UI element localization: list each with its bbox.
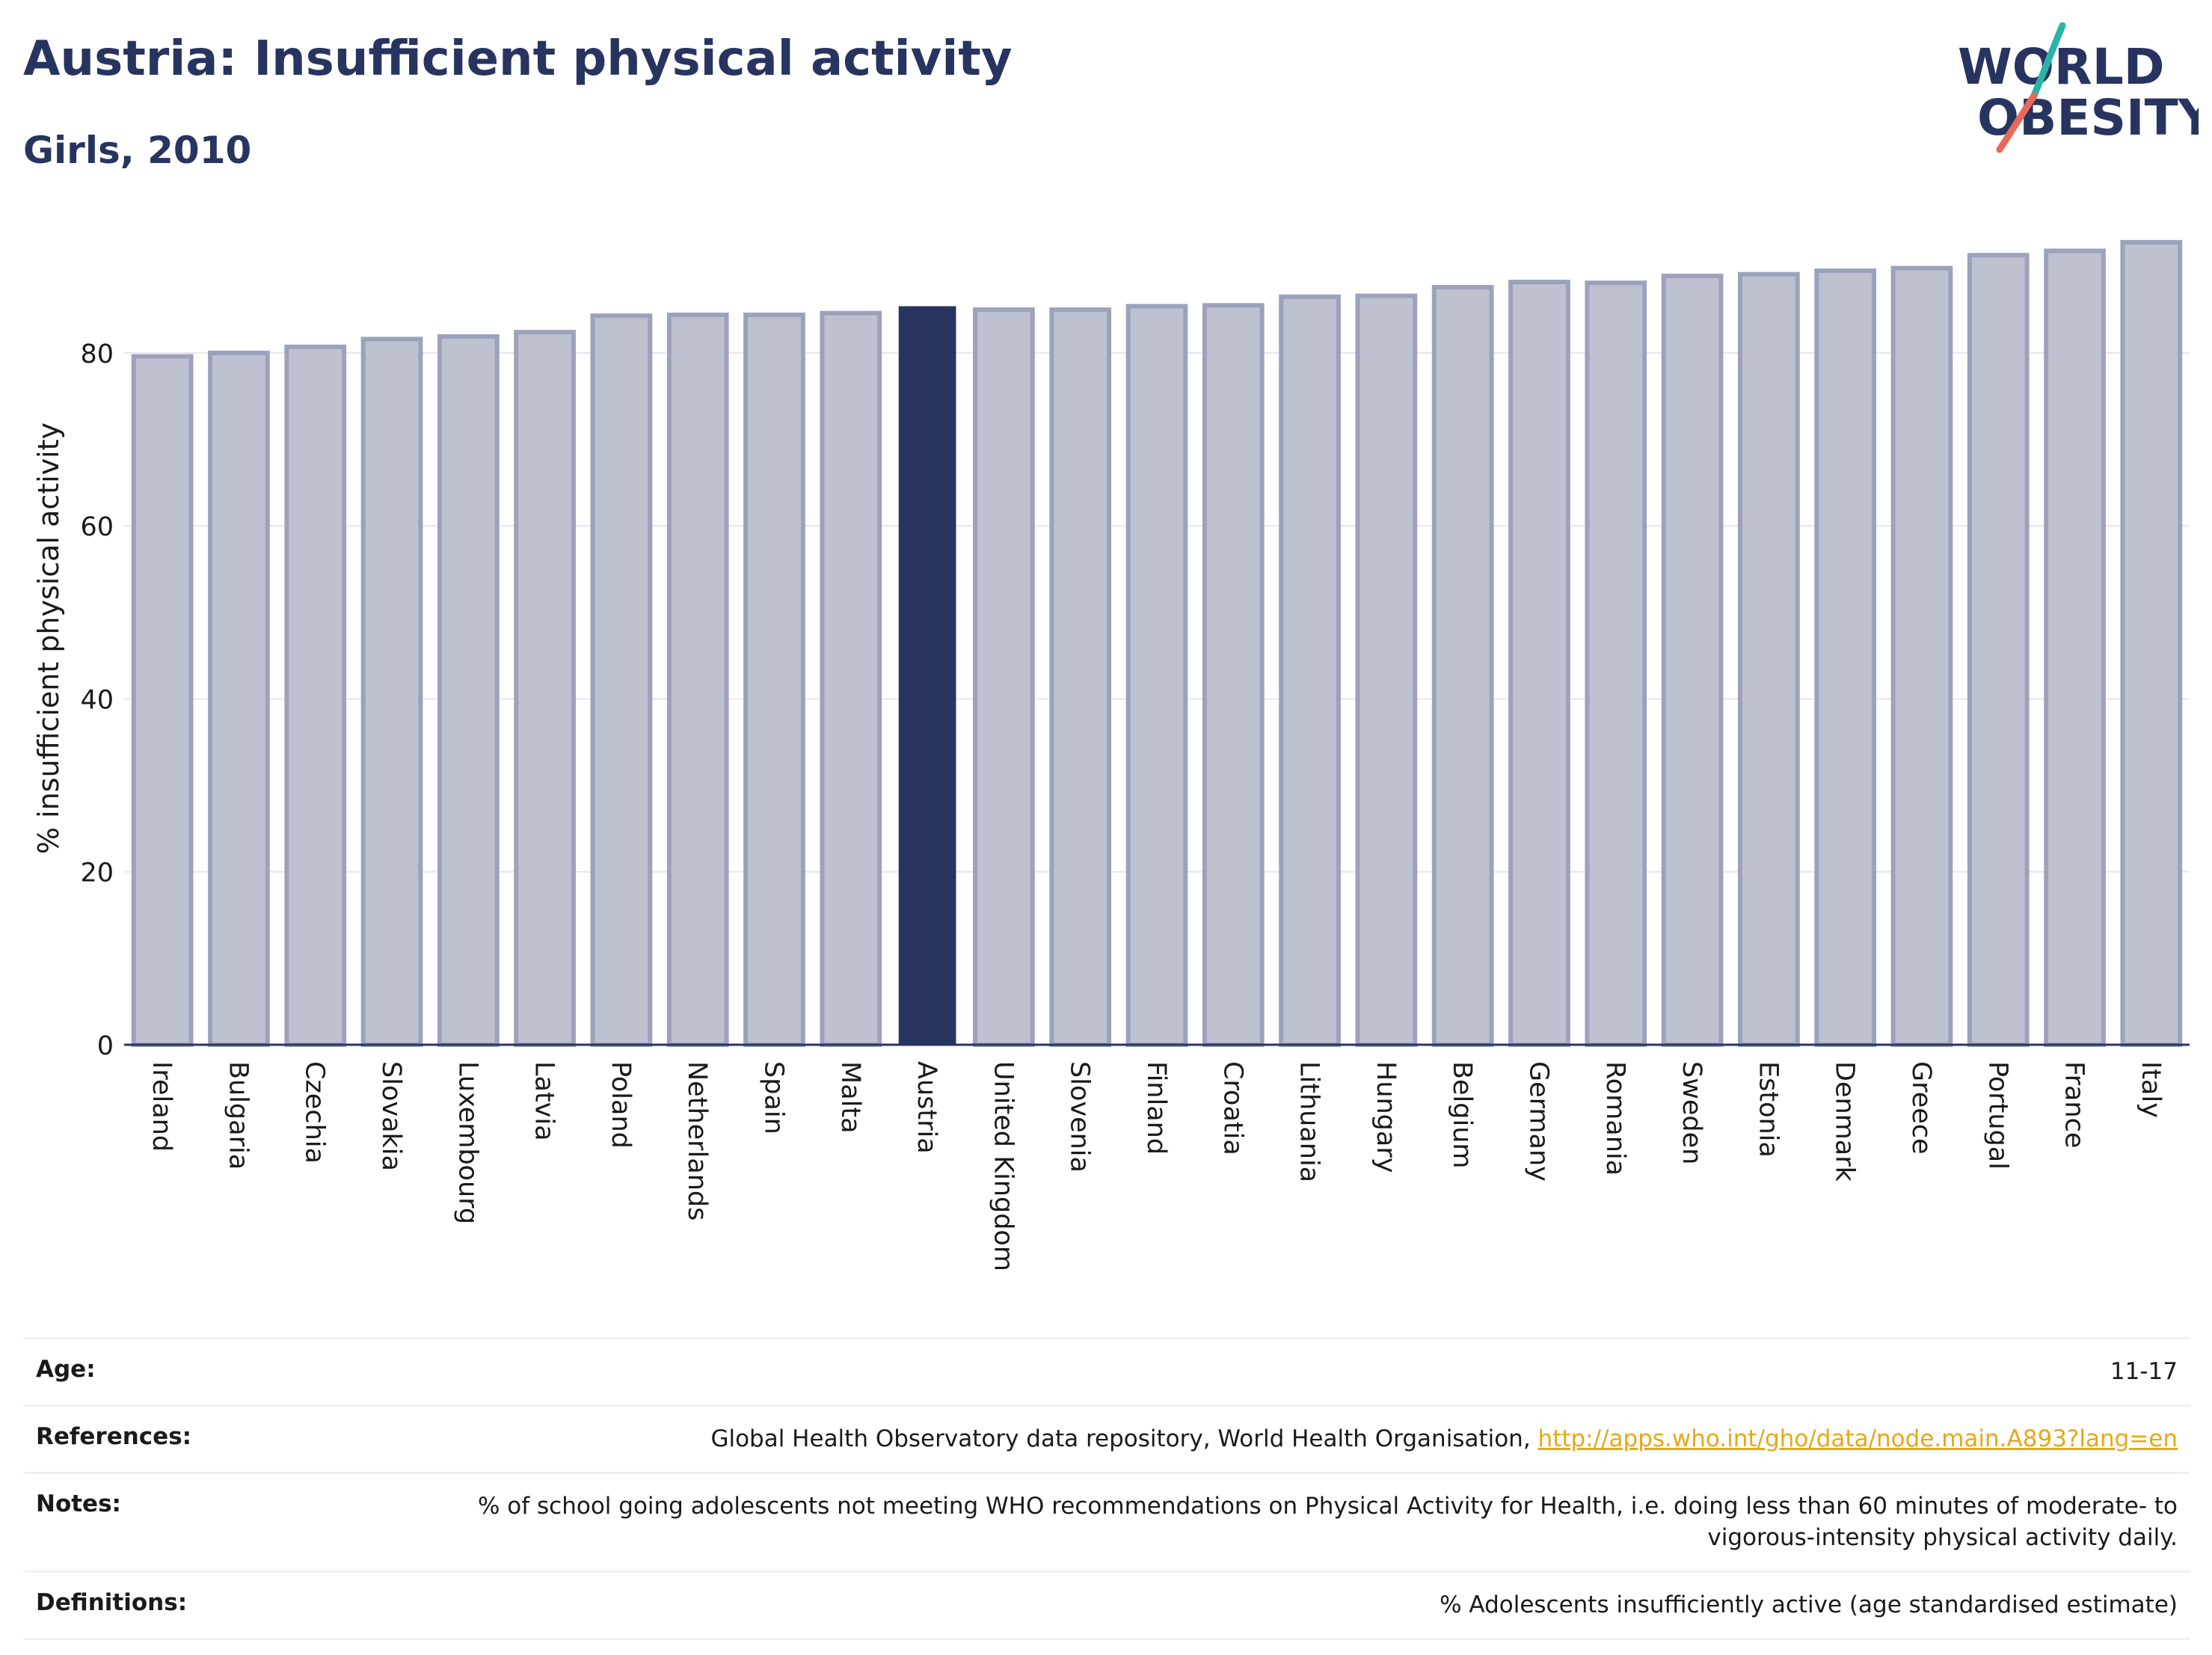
logo-slash-red (1996, 92, 2038, 153)
y-tick-label: 0 (97, 1031, 114, 1061)
notes-row-definitions: Definitions: % Adolescents insufficientl… (23, 1570, 2190, 1640)
x-tick-label: Hungary (1371, 1061, 1401, 1173)
x-tick-label: Denmark (1830, 1061, 1860, 1182)
bar (1049, 307, 1112, 1047)
x-tick-label: United Kingdom (988, 1061, 1018, 1271)
bar (2044, 248, 2106, 1047)
world-obesity-logo: WORLD OBESITY (1958, 22, 2199, 153)
bar (1661, 273, 1724, 1047)
x-tick-label: Sweden (1677, 1061, 1706, 1164)
x-tick-label: France (2059, 1061, 2089, 1148)
x-tick-label: Czechia (300, 1061, 330, 1164)
bar (1431, 285, 1494, 1048)
x-tick-label: Netherlands (682, 1061, 712, 1220)
bar (437, 334, 500, 1047)
x-tick-label: Slovakia (376, 1061, 406, 1171)
x-tick-label: Slovenia (1065, 1061, 1095, 1173)
x-tick-label: Luxembourg (452, 1061, 482, 1224)
x-tick-label: Belgium (1447, 1061, 1477, 1169)
references-label: References: (36, 1422, 192, 1450)
bar (590, 313, 653, 1048)
x-tick-label: Malta (835, 1061, 865, 1134)
age-value: 11-17 (2110, 1358, 2178, 1385)
notes-value: % of school going adolescents not meetin… (477, 1492, 2178, 1552)
bar (1355, 293, 1418, 1047)
bar (1890, 265, 1953, 1047)
bar (820, 310, 882, 1047)
bar (1279, 294, 1341, 1048)
y-tick-label: 80 (80, 340, 114, 369)
bar (2120, 239, 2183, 1047)
bar (131, 354, 194, 1047)
chart-subtitle: Girls, 2010 (23, 129, 252, 172)
references-link[interactable]: http://apps.who.int/gho/data/node.main.A… (1537, 1425, 2178, 1452)
x-tick-label: Greece (1906, 1061, 1936, 1155)
y-tick-label: 20 (80, 859, 114, 888)
bar (1125, 304, 1188, 1048)
definitions-value: % Adolescents insufficiently active (age… (1440, 1591, 2178, 1619)
bar-chart: 0 20 40 60 80 % insufficient physical activit… (32, 239, 2190, 1271)
bar (743, 313, 805, 1047)
bar (1508, 280, 1570, 1048)
bar (666, 313, 729, 1047)
x-tick-label: Ireland (147, 1061, 176, 1152)
x-tick-label: Estonia (1753, 1061, 1783, 1158)
bar (284, 344, 347, 1047)
notes-row-age: Age: 11-17 (23, 1337, 2190, 1404)
bar (1738, 271, 1800, 1048)
x-tick-label: Spain (759, 1061, 789, 1134)
x-tick-label: Austria (912, 1061, 941, 1154)
references-text: Global Health Observatory data repositor… (710, 1425, 1538, 1452)
references-value: Global Health Observatory data repositor… (710, 1423, 2178, 1455)
y-tick-label: 40 (80, 685, 114, 715)
bar (1585, 280, 1647, 1047)
x-tick-label: Finland (1141, 1061, 1171, 1155)
x-tick-label: Bulgaria (223, 1061, 253, 1170)
y-tick-label: 60 (80, 512, 114, 542)
logo-line2: OBESITY (1977, 89, 2199, 147)
notes-row-references: References: Global Health Observatory da… (23, 1404, 2190, 1472)
logo-line1: WORLD (1958, 38, 2165, 96)
logo-slash-teal (2030, 22, 2066, 99)
x-tick-label: Germany (1523, 1061, 1553, 1182)
bar (1814, 268, 1877, 1047)
x-tick-label: Lithuania (1294, 1061, 1324, 1182)
bar (208, 350, 270, 1047)
definitions-label: Definitions: (36, 1589, 188, 1617)
x-tick-label: Romania (1600, 1061, 1630, 1176)
bar (1967, 253, 2030, 1048)
age-label: Age: (36, 1356, 96, 1383)
notes-label: Notes: (36, 1490, 121, 1517)
notes-table: Age: 11-17 References: Global Health Obs… (23, 1337, 2190, 1640)
bar (514, 330, 576, 1047)
bar (360, 337, 423, 1047)
x-tick-label: Italy (2136, 1061, 2166, 1118)
x-tick-label: Latvia (529, 1061, 559, 1141)
x-tick-label: Portugal (1982, 1061, 2012, 1170)
notes-row-notes: Notes: % of school going adolescents not… (23, 1471, 2190, 1571)
bar (973, 307, 1035, 1047)
x-tick-label: Croatia (1217, 1061, 1247, 1155)
y-axis-label: % insufficient physical activity (32, 423, 65, 854)
bar-highlight (898, 306, 956, 1045)
bar (1202, 303, 1265, 1047)
x-tick-label: Poland (606, 1061, 636, 1149)
chart-title: Austria: Insufficient physical activity (23, 31, 1013, 87)
